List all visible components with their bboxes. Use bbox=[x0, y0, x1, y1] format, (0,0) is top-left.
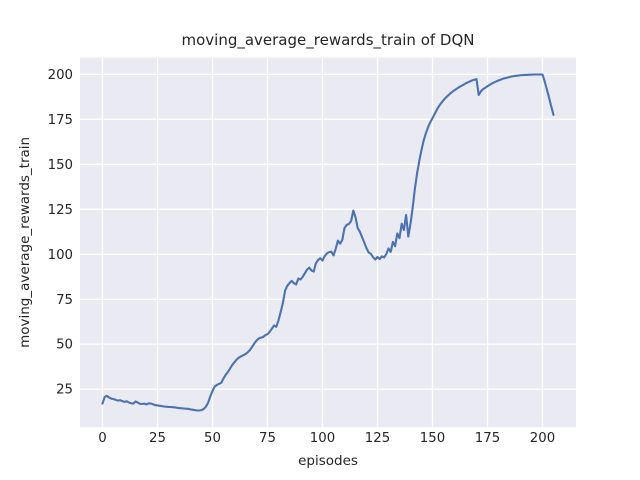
y-tick-label: 50 bbox=[56, 338, 73, 353]
x-tick-label: 100 bbox=[310, 431, 335, 446]
x-axis-label: episodes bbox=[298, 453, 358, 469]
y-tick-label: 125 bbox=[48, 203, 73, 218]
chart-title: moving_average_rewards_train of DQN bbox=[181, 31, 474, 50]
y-tick-label: 200 bbox=[48, 68, 73, 83]
y-tick-label: 25 bbox=[56, 383, 73, 398]
line-layer bbox=[101, 73, 555, 412]
x-tick-label: 75 bbox=[259, 431, 276, 446]
tick-layer: 0 25 50 75 100 125 150 175 200 25 50 75 100 125 150 175… bbox=[48, 68, 556, 446]
y-tick-label: 75 bbox=[56, 293, 73, 308]
x-tick-label: 0 bbox=[98, 431, 106, 446]
grid-layer bbox=[80, 57, 576, 428]
y-tick-label: 175 bbox=[48, 113, 73, 128]
y-axis-label: moving_average_rewards_train bbox=[17, 137, 33, 348]
x-tick-label: 150 bbox=[420, 431, 445, 446]
plot-area bbox=[80, 57, 576, 428]
data-line bbox=[101, 73, 555, 412]
x-tick-label: 200 bbox=[530, 431, 555, 446]
x-tick-label: 175 bbox=[475, 431, 500, 446]
x-tick-label: 125 bbox=[365, 431, 390, 446]
y-tick-label: 150 bbox=[48, 158, 73, 173]
x-tick-label: 50 bbox=[204, 431, 221, 446]
x-tick-label: 25 bbox=[149, 431, 166, 446]
y-tick-label: 100 bbox=[48, 248, 73, 263]
